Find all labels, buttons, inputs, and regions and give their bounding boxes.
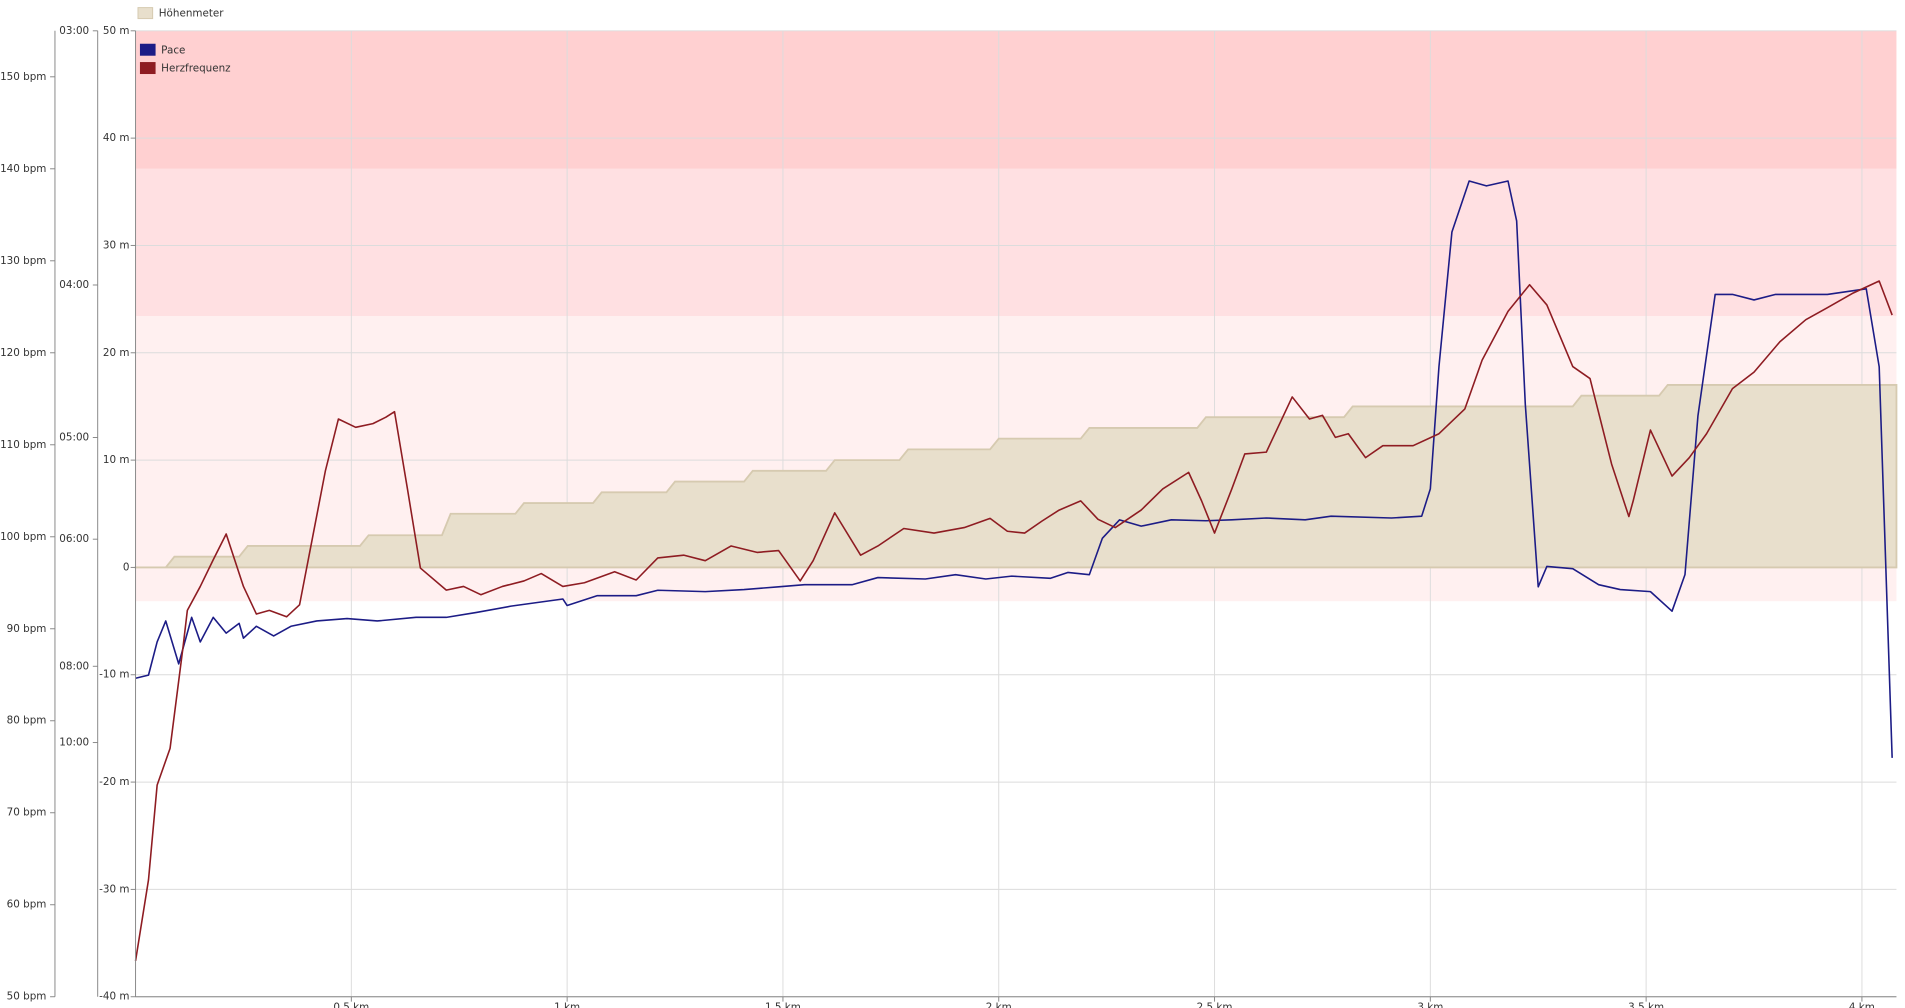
x-tick-label: 3 km: [1417, 1002, 1443, 1008]
y3-tick-label: 06:00: [59, 533, 89, 545]
x-tick-label: 2 km: [986, 1002, 1012, 1008]
y2-tick-label: 90 bpm: [7, 623, 47, 635]
legend-swatch: [137, 7, 154, 20]
x-tick-label: 0,5 km: [333, 1002, 369, 1008]
axes: -40 m -30 m -20 m -10 m 0 10 m 20 m 30 m 40 m 50 …: [0, 25, 1897, 1008]
legend-swatch: [139, 62, 156, 75]
y3-tick-label: 04:00: [59, 279, 89, 291]
y3-tick-label: 05:00: [59, 432, 89, 444]
y-tick-label: 30 m: [103, 239, 130, 251]
y3-tick-label: 08:00: [59, 660, 89, 672]
y2-tick-label: 60 bpm: [7, 899, 47, 911]
x-tick-label: 1,5 km: [765, 1002, 801, 1008]
y2-tick-label: 80 bpm: [7, 715, 47, 727]
y2-tick-label: 110 bpm: [0, 439, 46, 451]
hr-zone: [135, 168, 1897, 316]
y-tick-label: 40 m: [103, 132, 130, 144]
legend-label: Pace: [161, 44, 185, 56]
y-tick-label: -40 m: [99, 991, 129, 1003]
marks: [134, 180, 1898, 961]
elevation-area: [134, 384, 1898, 569]
series-line: [134, 280, 1893, 961]
y-tick-label: 20 m: [103, 347, 130, 359]
y-tick-label: 0: [123, 561, 130, 573]
y2-tick-label: 140 bpm: [0, 163, 46, 175]
x-tick-label: 3,5 km: [1628, 1002, 1664, 1008]
y2-tick-label: 70 bpm: [7, 807, 47, 819]
series-line: [135, 180, 1893, 758]
y2-tick-label: 130 bpm: [0, 255, 46, 267]
y-tick-label: -10 m: [99, 669, 129, 681]
y-tick-label: 50 m: [103, 25, 130, 37]
x-tick-label: 2,5 km: [1197, 1002, 1233, 1008]
y2-tick-label: 50 bpm: [7, 991, 47, 1003]
y2-tick-label: 100 bpm: [0, 531, 46, 543]
y2-tick-label: 150 bpm: [0, 71, 46, 83]
legend-swatch: [139, 43, 156, 56]
legend-label: Herzfrequenz: [161, 63, 230, 75]
y2-tick-label: 120 bpm: [0, 347, 46, 359]
y-tick-label: -20 m: [99, 776, 129, 788]
legend: Höhenmeter Pace Herzfrequenz: [137, 7, 231, 75]
y3-tick-label: 03:00: [59, 25, 89, 37]
x-tick-label: 4 km: [1849, 1002, 1875, 1008]
x-tick-label: 1 km: [554, 1002, 580, 1008]
y-tick-label: 10 m: [103, 454, 130, 466]
legend-label: Höhenmeter: [159, 8, 225, 20]
y3-tick-label: 10:00: [59, 737, 89, 749]
hr-zone: [135, 30, 1897, 169]
y-tick-label: -30 m: [99, 883, 129, 895]
